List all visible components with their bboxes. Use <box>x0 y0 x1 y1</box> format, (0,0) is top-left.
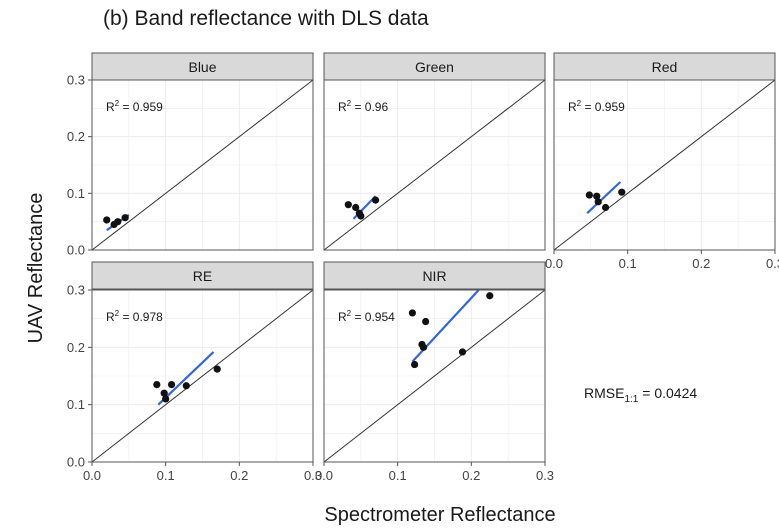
chart-title: (b) Band reflectance with DLS data <box>103 7 429 30</box>
data-point <box>422 317 430 326</box>
data-point <box>593 192 601 200</box>
y-tick-label: 0.2 <box>67 340 85 355</box>
panel-frame <box>91 79 314 251</box>
panel-strip-label: Red <box>652 59 678 75</box>
identity-line <box>323 289 546 463</box>
data-point <box>153 381 161 389</box>
rmse-subscript: 1:1 <box>624 394 638 405</box>
x-tick-label: 0.2 <box>692 256 710 271</box>
data-point <box>121 214 129 222</box>
y-tick-label: 0.3 <box>67 283 85 298</box>
x-tick-label: 0.1 <box>157 468 175 483</box>
x-tick-label: 0.0 <box>83 468 101 483</box>
panel-blue: Blue R2 = 0.959 0.0 0.1 0.2 0.3 <box>67 52 314 258</box>
data-point <box>594 198 602 206</box>
panel-strip <box>553 52 776 81</box>
panel-strip <box>91 261 314 290</box>
data-point <box>458 348 467 356</box>
panel-re: RE R2 = 0.978 0.0 0.1 0.2 0.3 0.0 0.1 0.2 0.3 <box>67 261 322 483</box>
x-axis-label: Spectrometer Reflectance <box>324 504 555 526</box>
x-tick-label: 0.2 <box>230 468 248 483</box>
data-point <box>601 203 610 212</box>
panel-green: Green R2 = 0.96 <box>323 52 546 251</box>
y-tick-label: 0.3 <box>67 73 85 88</box>
x-tick-label: 0.3 <box>766 256 779 271</box>
x-tick-label: 0.1 <box>389 468 407 483</box>
data-point <box>486 292 494 300</box>
panel-strip-label: Blue <box>188 59 216 75</box>
panel-frame <box>323 289 546 463</box>
panel-frame <box>323 79 546 251</box>
r2-annotation: R2 = 0.978 <box>106 309 163 324</box>
x-tick-label: 0.3 <box>304 468 322 483</box>
x-tick-label: 0.0 <box>315 468 333 483</box>
data-point <box>357 212 365 220</box>
y-tick-label: 0.0 <box>67 455 85 470</box>
rmse-value: = 0.0424 <box>638 385 697 401</box>
panel-frame <box>91 289 314 463</box>
data-point <box>371 196 380 204</box>
panel-strip <box>91 52 314 81</box>
data-point <box>408 309 416 317</box>
r2-annotation: R2 = 0.954 <box>338 309 395 324</box>
data-point <box>411 360 419 369</box>
data-point <box>167 381 176 389</box>
panel-strip <box>323 261 546 290</box>
y-tick-label: 0.1 <box>67 186 85 201</box>
data-point <box>585 191 593 199</box>
data-point <box>419 343 428 351</box>
data-point <box>160 389 168 397</box>
data-point <box>618 188 626 196</box>
data-point <box>182 382 190 390</box>
facet-panels: Blue R2 = 0.959 0.0 0.1 0.2 0.3 Green R2 = 0.96… <box>67 52 779 483</box>
panel-frame <box>553 79 776 251</box>
y-tick-label: 0.2 <box>67 129 85 144</box>
data-point <box>213 365 221 373</box>
r2-annotation: R2 = 0.959 <box>568 99 625 114</box>
data-point <box>352 203 360 212</box>
y-tick-label: 0.1 <box>67 397 85 412</box>
r2-annotation: R2 = 0.959 <box>106 99 163 114</box>
data-point <box>344 201 352 209</box>
panel-strip-label: RE <box>193 268 212 284</box>
data-point <box>114 218 122 226</box>
rmse-label: RMSE <box>584 385 624 401</box>
identity-line <box>91 289 314 463</box>
panel-nir: NIR R2 = 0.954 0.0 0.1 0.2 0.3 <box>315 261 554 483</box>
x-tick-label: 0.2 <box>462 468 480 483</box>
panel-red: Red R2 = 0.959 0.0 0.1 0.2 0.3 <box>545 52 779 271</box>
identity-line <box>323 79 546 251</box>
y-tick-label: 0.0 <box>67 243 85 258</box>
x-tick-label: 0.3 <box>536 468 554 483</box>
r2-annotation: R2 = 0.96 <box>338 99 388 114</box>
panel-strip <box>323 52 546 81</box>
y-axis-label: UAV Reflectance <box>25 193 47 344</box>
regression-line <box>586 181 622 214</box>
x-tick-label: 0.0 <box>545 256 563 271</box>
data-point <box>162 395 170 403</box>
identity-line <box>91 79 314 251</box>
rmse-annotation: RMSE1:1 = 0.0424 <box>584 385 697 405</box>
data-point <box>103 216 111 224</box>
panel-strip-label: NIR <box>422 268 446 284</box>
x-tick-label: 0.1 <box>619 256 637 271</box>
identity-line <box>553 79 776 251</box>
panel-strip-label: Green <box>415 59 454 75</box>
